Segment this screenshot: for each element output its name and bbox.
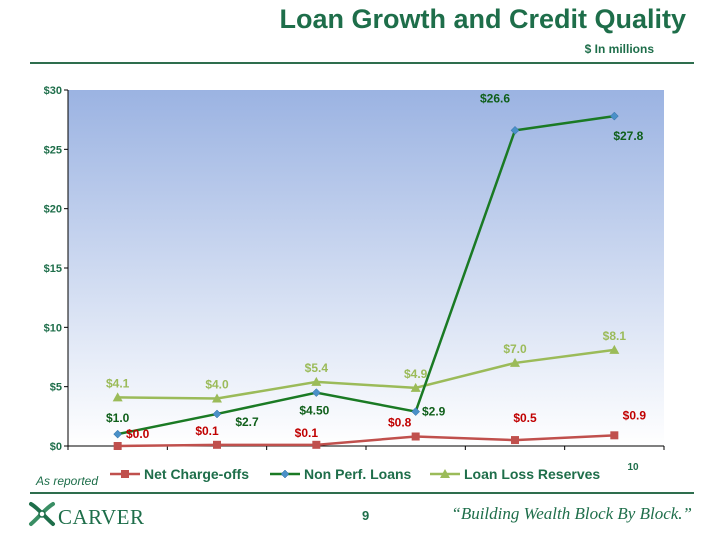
top-divider xyxy=(30,62,694,64)
net-charge-offs-point xyxy=(312,440,321,449)
y-tick-label: $20 xyxy=(44,204,62,216)
loan-loss-reserves-data-label: $7.0 xyxy=(503,342,527,356)
bottom-divider xyxy=(30,492,694,494)
non-perf-loans-point xyxy=(609,111,619,121)
y-tick-label: $5 xyxy=(50,382,62,394)
net-charge-offs-legend-label: Net Charge-offs xyxy=(144,466,249,482)
loan-loss-reserves-point xyxy=(212,393,222,403)
loan-loss-reserves-legend-marker xyxy=(440,469,450,478)
net-charge-offs-data-label: $0.5 xyxy=(513,411,537,425)
non-perf-loans-legend-label: Non Perf. Loans xyxy=(304,466,412,482)
units-subtitle: $ In millions xyxy=(584,42,654,56)
page-number: 9 xyxy=(362,508,370,523)
non-perf-loans-point xyxy=(411,407,421,416)
loan-loss-reserves-point xyxy=(112,392,123,402)
loan-loss-reserves-data-label: $4.9 xyxy=(404,367,428,381)
non-perf-loans-data-label: $2.9 xyxy=(422,405,446,419)
loan-loss-reserves-data-label: $8.1 xyxy=(603,329,627,343)
non-perf-loans-data-label: $4.50 xyxy=(299,404,329,418)
loan-loss-reserves-point xyxy=(510,357,520,367)
carver-logo-text: CARVER xyxy=(58,505,145,529)
non-perf-loans-data-label: $26.6 xyxy=(480,91,510,105)
net-charge-offs-point xyxy=(511,436,519,445)
loan-loss-reserves-point xyxy=(609,344,620,354)
non-perf-loans-data-label: $27.8 xyxy=(613,129,643,143)
loan-loss-reserves-point xyxy=(410,382,421,392)
y-tick-label: $0 xyxy=(50,441,62,453)
net-charge-offs-legend-marker xyxy=(121,470,129,478)
net-charge-offs-point xyxy=(113,442,122,450)
loan-loss-reserves-data-label: $4.0 xyxy=(205,378,229,392)
carver-logo-icon xyxy=(29,502,55,526)
loan-loss-reserves-data-label: $4.1 xyxy=(106,376,130,390)
non-perf-loans-point xyxy=(510,125,520,135)
net-charge-offs-point xyxy=(213,440,221,449)
x-axis-fragment-label: 10 xyxy=(627,462,639,473)
net-charge-offs-data-label: $0.8 xyxy=(388,416,412,430)
loan-loss-reserves-point xyxy=(311,376,322,386)
loan-loss-reserves-line xyxy=(117,348,615,400)
non-perf-loans-point xyxy=(311,388,321,397)
y-tick-label: $15 xyxy=(44,263,62,275)
net-charge-offs-line xyxy=(117,434,615,448)
loan-quality-chart: $0 $5 $10 $15 $20 $25 $30 $0.0 $0.1 $0.1 $0.8 $0.5 $… xyxy=(44,85,665,482)
loan-loss-reserves-legend-label: Loan Loss Reserves xyxy=(464,466,600,482)
net-charge-offs-data-label: $0.1 xyxy=(295,426,319,440)
non-perf-loans-line xyxy=(117,114,615,436)
chart-layer: $0 $5 $10 $15 $20 $25 $30 $0.0 $0.1 $0.1 $0.8 $0.5 $… xyxy=(44,85,665,482)
net-charge-offs-data-label: $0.9 xyxy=(623,408,647,422)
tagline: “Building Wealth Block By Block.” xyxy=(451,504,692,523)
non-perf-loans-data-label: $2.7 xyxy=(235,415,259,429)
loan-loss-reserves-data-label: $5.4 xyxy=(305,361,329,375)
net-charge-offs-data-label: $0.0 xyxy=(126,427,150,441)
non-perf-loans-legend-marker xyxy=(280,469,290,479)
net-charge-offs-point xyxy=(610,431,619,440)
net-charge-offs-data-label: $0.1 xyxy=(195,424,219,438)
non-perf-loans-point xyxy=(212,409,222,419)
net-charge-offs-point xyxy=(411,432,420,441)
slide-title: Loan Growth and Credit Quality xyxy=(279,4,686,34)
non-perf-loans-data-label: $1.0 xyxy=(106,411,130,425)
plot-area xyxy=(68,90,664,446)
non-perf-loans-point xyxy=(113,429,123,439)
y-tick-label: $10 xyxy=(44,322,62,334)
y-tick-label: $30 xyxy=(44,85,62,97)
as-reported-note: As reported xyxy=(36,474,99,488)
y-tick-label: $25 xyxy=(44,144,62,156)
